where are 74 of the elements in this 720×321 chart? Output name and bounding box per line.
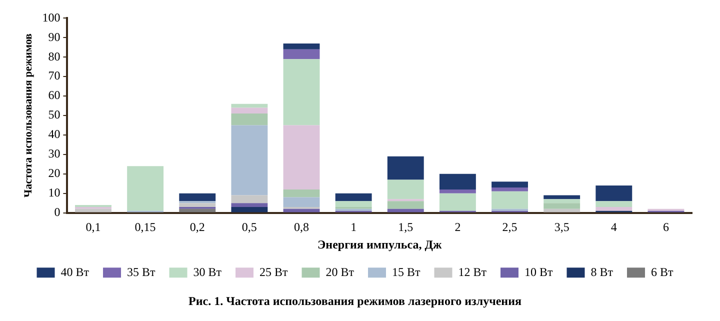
bar (231, 203, 268, 207)
bar (231, 125, 268, 196)
bar (231, 104, 268, 108)
y-tick-label: 100 (42, 10, 60, 24)
bar (544, 199, 580, 204)
x-tick-label: 0,1 (86, 220, 101, 234)
bar (335, 193, 372, 202)
bar (283, 59, 320, 126)
y-tick-label: 70 (48, 68, 60, 83)
bar (231, 114, 268, 126)
bar (283, 189, 320, 198)
bar (387, 180, 424, 200)
y-tick-label: 20 (48, 166, 60, 180)
x-axis-title: Энергия импульса, Дж (318, 237, 442, 252)
x-tick-label: 6 (662, 220, 669, 234)
x-tick-label: 1 (350, 220, 357, 234)
legend-label: 12 Вт (458, 264, 488, 279)
y-tick-label: 90 (48, 30, 60, 44)
bar (75, 208, 112, 212)
bar (335, 201, 372, 207)
bar (179, 193, 216, 202)
bar (492, 191, 528, 209)
x-tick-label: 4 (610, 220, 617, 234)
bar (179, 208, 216, 212)
bar (231, 108, 268, 114)
x-tick-label: 0,5 (242, 220, 257, 234)
bar (439, 189, 476, 194)
x-tick-label: 2,5 (502, 220, 518, 234)
bar (492, 188, 528, 192)
legend-label: 35 Вт (127, 264, 156, 279)
bar (127, 166, 164, 211)
legend-label: 8 Вт (590, 264, 614, 279)
x-tick-label: 0,2 (190, 220, 205, 234)
y-tick-label: 0 (54, 204, 60, 219)
legend-label: 6 Вт (650, 264, 674, 279)
legend-label: 20 Вт (326, 264, 355, 279)
x-tick-label: 0,15 (134, 220, 156, 234)
legend-label: 10 Вт (524, 264, 554, 279)
bar (439, 193, 476, 211)
x-tick-label: 1,5 (398, 220, 414, 234)
bar (439, 174, 476, 190)
bar (544, 203, 580, 209)
bar (283, 208, 320, 212)
x-tick-label: 2 (454, 220, 461, 234)
bar (596, 206, 632, 211)
y-axis-title: Частота использования режимов (22, 33, 34, 198)
legend-label: 25 Вт (260, 264, 289, 279)
y-tick-label: 10 (48, 185, 60, 200)
x-tick-label: 0,8 (294, 220, 309, 234)
legend-label: 15 Вт (392, 264, 422, 279)
bar (283, 49, 320, 60)
y-tick-label: 60 (48, 88, 60, 102)
bar (387, 156, 424, 180)
bar (283, 197, 320, 207)
bar (492, 182, 528, 188)
x-tick-label: 3,5 (554, 220, 570, 234)
bar (283, 125, 320, 190)
bar (387, 208, 424, 212)
legend-label: 30 Вт (193, 264, 222, 279)
bar (596, 201, 632, 207)
bar (596, 186, 632, 202)
bar (387, 201, 424, 209)
legend-label: 40 Вт (60, 264, 90, 279)
bar (283, 44, 320, 50)
bar (544, 195, 580, 200)
bar (544, 208, 580, 212)
y-tick-label: 40 (48, 127, 60, 142)
y-tick-label: 30 (48, 146, 60, 161)
bar (231, 195, 268, 204)
y-tick-label: 80 (48, 49, 60, 64)
y-tick-label: 50 (48, 108, 60, 122)
text: Рис. 1. Частота использования режимов лазерного излучения (188, 294, 522, 308)
bar (179, 203, 216, 207)
bar (231, 206, 268, 212)
